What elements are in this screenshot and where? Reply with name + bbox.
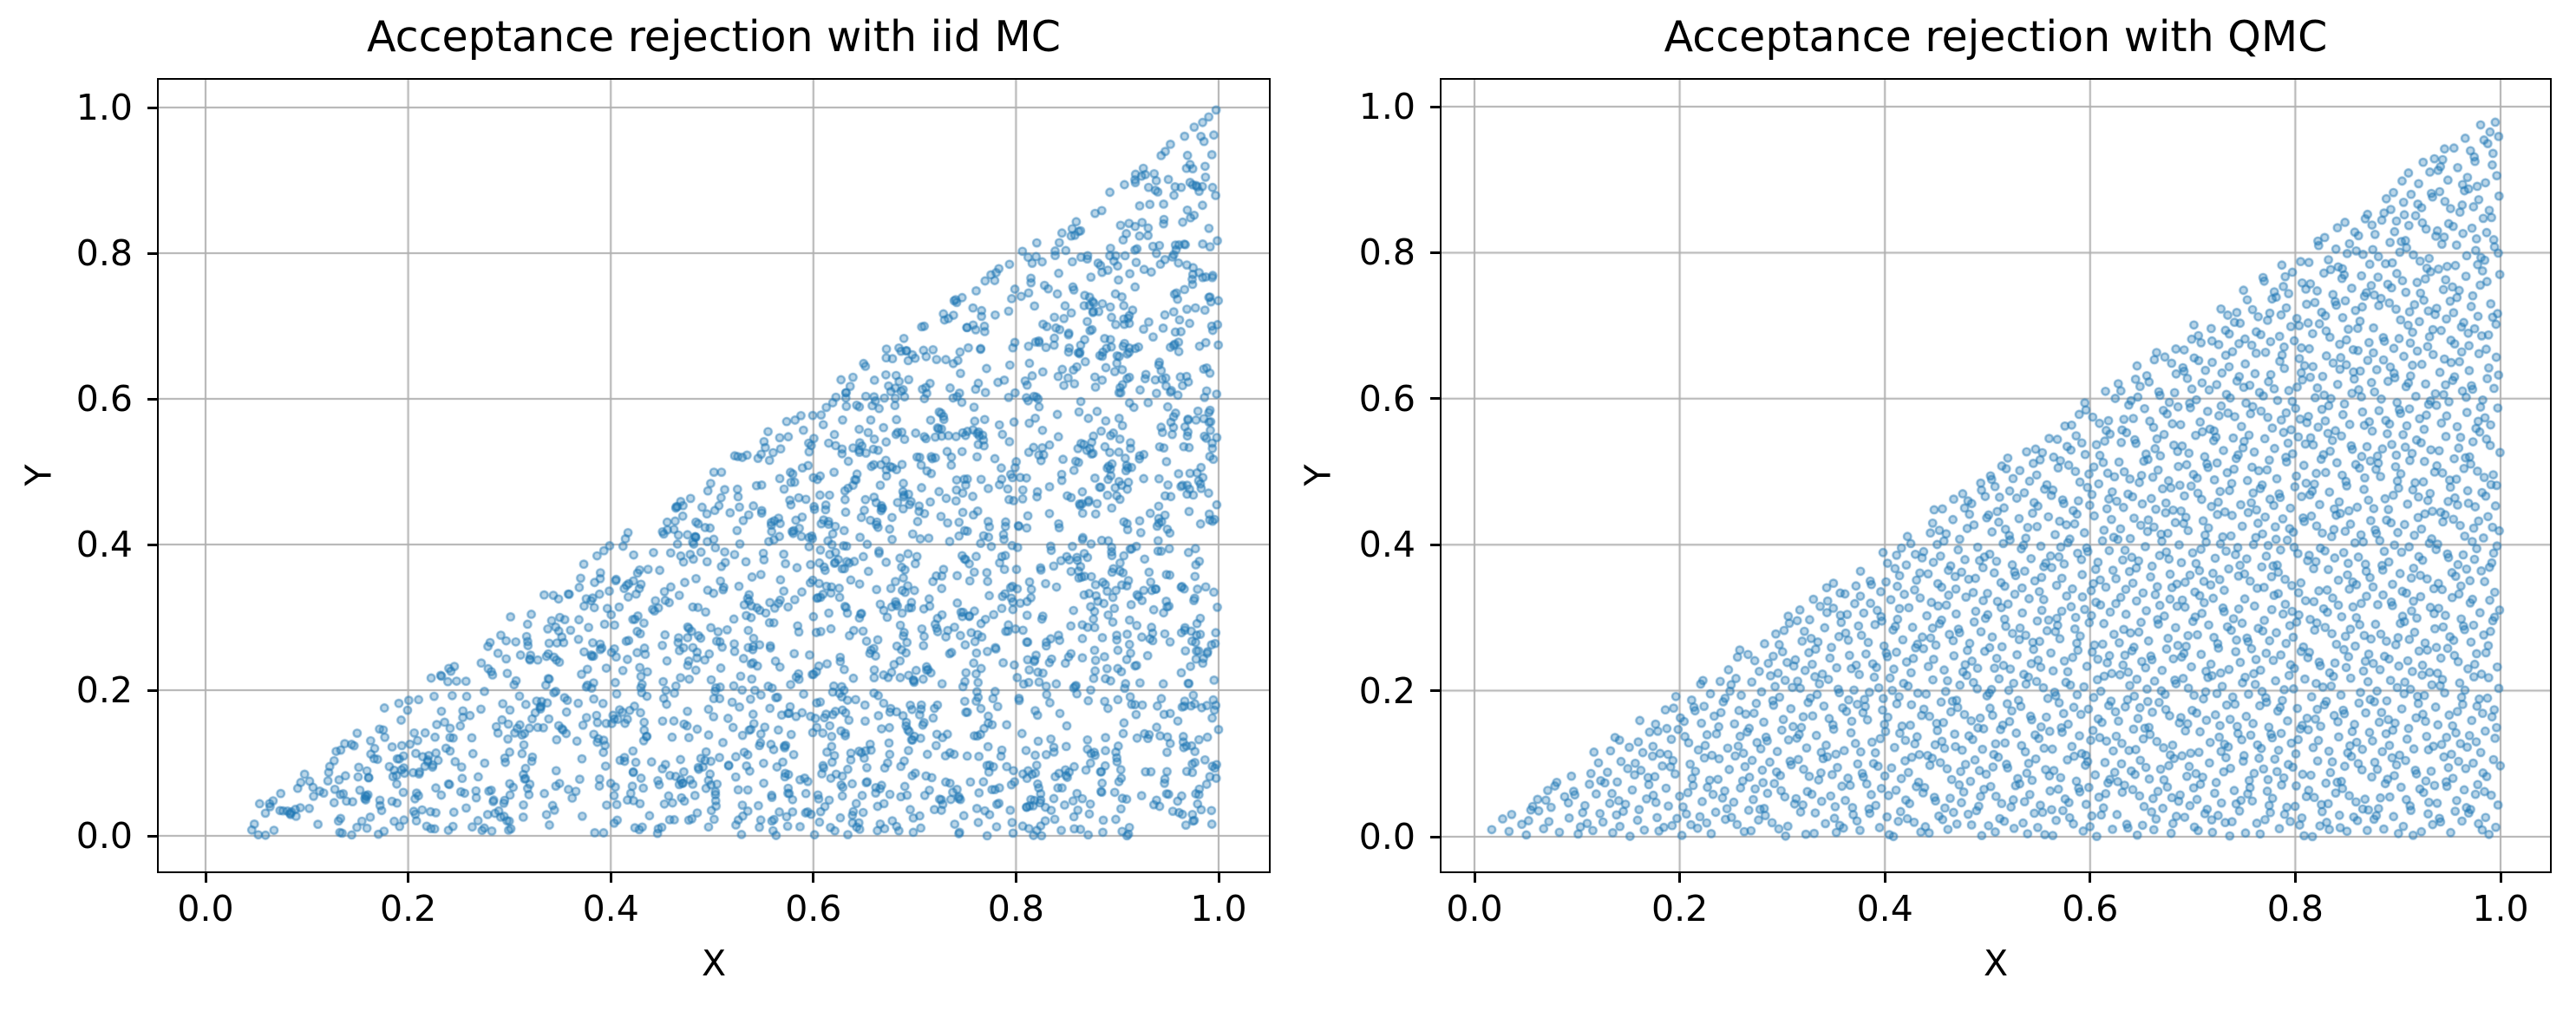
y-tick-mark <box>1430 397 1441 401</box>
x-tick-label: 0.4 <box>1856 888 1913 929</box>
x-tick-mark <box>2499 872 2502 883</box>
x-tick-label: 0.2 <box>379 888 437 929</box>
y-tick-label: 0.8 <box>75 232 133 274</box>
y-tick-mark <box>147 251 158 255</box>
x-tick-label: 0.2 <box>1651 888 1709 929</box>
x-tick-mark <box>609 872 612 883</box>
y-tick-label: 1.0 <box>75 87 133 128</box>
y-tick-mark <box>1430 689 1441 693</box>
plot-area <box>157 78 1271 873</box>
x-tick-label: 0.4 <box>582 888 639 929</box>
x-tick-mark <box>2293 872 2297 883</box>
x-tick-mark <box>1883 872 1886 883</box>
y-tick-label: 0.4 <box>75 524 133 565</box>
x-tick-mark <box>2089 872 2092 883</box>
x-tick-label: 0.6 <box>2062 888 2119 929</box>
x-tick-mark <box>407 872 410 883</box>
x-tick-mark <box>204 872 207 883</box>
y-tick-mark <box>147 543 158 546</box>
y-tick-label: 0.2 <box>75 669 133 711</box>
y-tick-mark <box>1430 543 1441 546</box>
scatter-canvas <box>1442 80 2550 871</box>
x-tick-label: 0.8 <box>2266 888 2324 929</box>
plot-title: Acceptance rejection with iid MC <box>366 12 1062 62</box>
y-tick-label: 0.8 <box>1358 232 1415 274</box>
x-tick-label: 0.0 <box>1446 888 1503 929</box>
y-tick-label: 0.0 <box>75 815 133 857</box>
x-tick-mark <box>1014 872 1017 883</box>
y-tick-mark <box>147 397 158 401</box>
y-tick-mark <box>1430 835 1441 838</box>
y-tick-label: 0.6 <box>75 378 133 420</box>
y-axis-label: Y <box>1297 464 1339 486</box>
y-tick-mark <box>147 106 158 109</box>
y-tick-label: 0.4 <box>1358 524 1415 566</box>
scatter-canvas <box>159 80 1269 871</box>
y-tick-mark <box>147 834 158 838</box>
y-tick-mark <box>1430 105 1441 108</box>
x-tick-mark <box>1473 872 1476 883</box>
x-tick-mark <box>1217 872 1220 883</box>
y-tick-label: 0.6 <box>1358 377 1415 420</box>
y-tick-label: 0.2 <box>1358 669 1415 712</box>
x-tick-label: 0.0 <box>177 888 234 929</box>
x-tick-label: 0.6 <box>785 888 842 929</box>
y-tick-mark <box>147 688 158 692</box>
x-axis-label: X <box>701 943 727 984</box>
y-tick-label: 0.0 <box>1358 816 1415 858</box>
x-tick-label: 1.0 <box>2472 888 2529 929</box>
x-tick-label: 0.8 <box>987 888 1044 929</box>
x-axis-label: X <box>1983 943 2009 984</box>
x-tick-label: 1.0 <box>1190 888 1247 929</box>
plot-area <box>1440 78 2552 873</box>
y-axis-label: Y <box>17 464 60 486</box>
y-tick-label: 1.0 <box>1358 86 1415 127</box>
x-tick-mark <box>812 872 815 883</box>
plot-title: Acceptance rejection with QMC <box>1664 12 2328 62</box>
x-tick-mark <box>1678 872 1682 883</box>
y-tick-mark <box>1430 251 1441 254</box>
